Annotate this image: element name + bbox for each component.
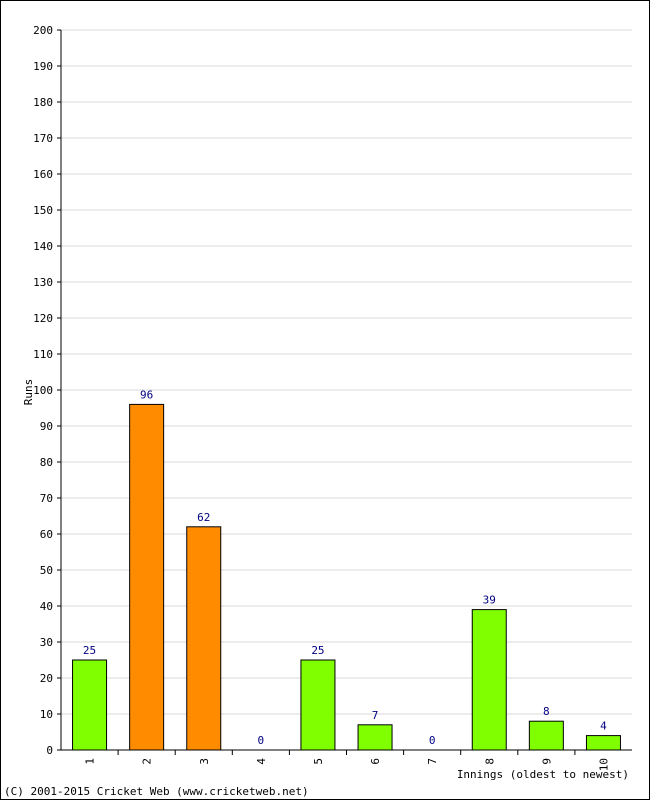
y-tick-label: 70 [40, 492, 53, 505]
copyright-notice: (C) 2001-2015 Cricket Web (www.cricketwe… [4, 785, 309, 798]
data-label: 25 [311, 644, 324, 657]
y-tick-label: 80 [40, 456, 53, 469]
data-label: 96 [140, 388, 153, 401]
y-axis-title: Runs [22, 379, 35, 406]
bar [357, 724, 393, 751]
y-tick-label: 170 [33, 132, 53, 145]
x-tick-label: 2 [141, 758, 154, 765]
x-tick-label: 3 [198, 758, 211, 765]
data-label: 62 [197, 511, 210, 524]
x-tick-label: 10 [597, 758, 610, 771]
x-tick-label: 8 [483, 758, 496, 765]
y-tick-label: 100 [33, 384, 53, 397]
x-tick-label: 4 [255, 758, 268, 765]
data-label: 0 [429, 734, 436, 747]
x-tick-label: 9 [540, 758, 553, 765]
data-label: 25 [83, 644, 96, 657]
y-tick-label: 50 [40, 564, 53, 577]
data-label: 7 [372, 709, 379, 722]
y-tick-label: 110 [33, 348, 53, 361]
bar [528, 720, 564, 751]
y-tick-label: 120 [33, 312, 53, 325]
y-tick-label: 160 [33, 168, 53, 181]
data-label: 4 [600, 720, 607, 733]
y-tick-label: 200 [33, 24, 53, 37]
data-label: 0 [258, 734, 265, 747]
bar [300, 659, 336, 751]
bar [186, 526, 222, 751]
x-tick-label: 7 [426, 758, 439, 765]
data-label: 39 [483, 594, 496, 607]
y-tick-label: 90 [40, 420, 53, 433]
x-axis-title: Innings (oldest to newest) [457, 768, 629, 781]
bar [129, 403, 165, 751]
y-tick-label: 60 [40, 528, 53, 541]
bar [585, 735, 621, 751]
y-tick-label: 190 [33, 60, 53, 73]
bar [72, 659, 108, 751]
y-tick-label: 20 [40, 672, 53, 685]
y-tick-label: 40 [40, 600, 53, 613]
y-tick-label: 10 [40, 708, 53, 721]
y-tick-label: 140 [33, 240, 53, 253]
y-tick-label: 130 [33, 276, 53, 289]
y-tick-label: 0 [46, 744, 53, 757]
x-tick-label: 6 [369, 758, 382, 765]
data-label: 8 [543, 705, 550, 718]
y-tick-label: 30 [40, 636, 53, 649]
bar [471, 609, 507, 751]
x-tick-label: 5 [312, 758, 325, 765]
y-tick-label: 150 [33, 204, 53, 217]
x-tick-label: 1 [84, 758, 97, 765]
y-tick-label: 180 [33, 96, 53, 109]
